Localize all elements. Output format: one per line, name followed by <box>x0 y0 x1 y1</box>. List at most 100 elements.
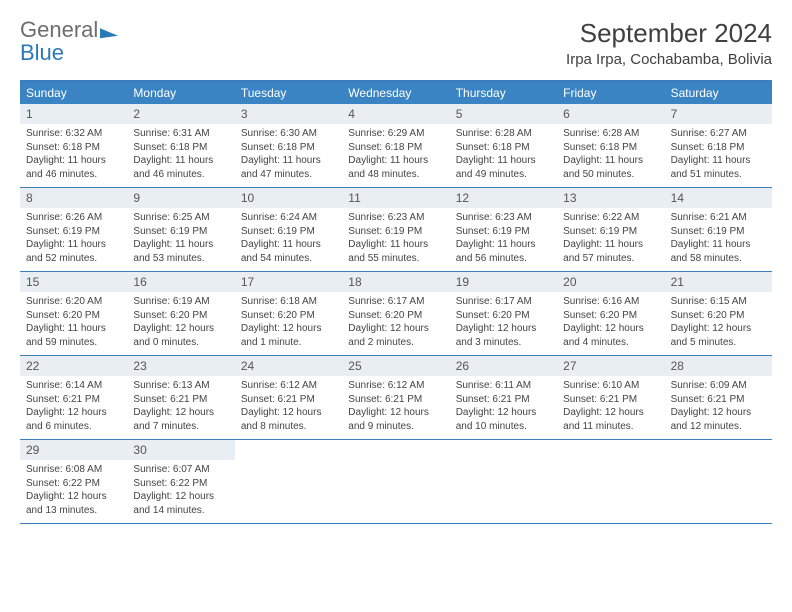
calendar-day-cell: 17Sunrise: 6:18 AMSunset: 6:20 PMDayligh… <box>235 272 342 355</box>
logo-mark-icon <box>100 26 118 39</box>
day-details: Sunrise: 6:28 AMSunset: 6:18 PMDaylight:… <box>557 124 664 187</box>
day-number: 26 <box>450 356 557 376</box>
day-number: 8 <box>20 188 127 208</box>
calendar-week-row: 15Sunrise: 6:20 AMSunset: 6:20 PMDayligh… <box>20 272 772 356</box>
day-number: 20 <box>557 272 664 292</box>
day-details: Sunrise: 6:22 AMSunset: 6:19 PMDaylight:… <box>557 208 664 271</box>
page-title: September 2024 <box>566 18 772 49</box>
calendar-day-cell: 5Sunrise: 6:28 AMSunset: 6:18 PMDaylight… <box>450 104 557 187</box>
weekday-header: Monday <box>127 82 234 104</box>
calendar-day-cell: 16Sunrise: 6:19 AMSunset: 6:20 PMDayligh… <box>127 272 234 355</box>
day-number: 18 <box>342 272 449 292</box>
logo: General Blue <box>20 18 118 64</box>
day-number: 7 <box>665 104 772 124</box>
day-details: Sunrise: 6:15 AMSunset: 6:20 PMDaylight:… <box>665 292 772 355</box>
day-number: . <box>235 440 342 460</box>
calendar-day-cell: 3Sunrise: 6:30 AMSunset: 6:18 PMDaylight… <box>235 104 342 187</box>
day-number: 1 <box>20 104 127 124</box>
day-number: 25 <box>342 356 449 376</box>
day-number: 29 <box>20 440 127 460</box>
day-number: 14 <box>665 188 772 208</box>
day-number: . <box>342 440 449 460</box>
day-details: Sunrise: 6:32 AMSunset: 6:18 PMDaylight:… <box>20 124 127 187</box>
calendar-day-cell: 20Sunrise: 6:16 AMSunset: 6:20 PMDayligh… <box>557 272 664 355</box>
calendar-week-row: 1Sunrise: 6:32 AMSunset: 6:18 PMDaylight… <box>20 104 772 188</box>
day-number: 22 <box>20 356 127 376</box>
day-number: 23 <box>127 356 234 376</box>
title-block: September 2024 Irpa Irpa, Cochabamba, Bo… <box>566 18 772 68</box>
calendar-day-cell: 19Sunrise: 6:17 AMSunset: 6:20 PMDayligh… <box>450 272 557 355</box>
weekday-header-row: SundayMondayTuesdayWednesdayThursdayFrid… <box>20 82 772 104</box>
calendar-day-cell: 11Sunrise: 6:23 AMSunset: 6:19 PMDayligh… <box>342 188 449 271</box>
day-details: Sunrise: 6:31 AMSunset: 6:18 PMDaylight:… <box>127 124 234 187</box>
calendar-day-cell: 4Sunrise: 6:29 AMSunset: 6:18 PMDaylight… <box>342 104 449 187</box>
calendar-day-cell: 9Sunrise: 6:25 AMSunset: 6:19 PMDaylight… <box>127 188 234 271</box>
day-details: Sunrise: 6:13 AMSunset: 6:21 PMDaylight:… <box>127 376 234 439</box>
calendar-day-cell: 10Sunrise: 6:24 AMSunset: 6:19 PMDayligh… <box>235 188 342 271</box>
day-number: 6 <box>557 104 664 124</box>
calendar-day-cell: 23Sunrise: 6:13 AMSunset: 6:21 PMDayligh… <box>127 356 234 439</box>
calendar-day-cell: .. <box>450 440 557 523</box>
day-details: Sunrise: 6:07 AMSunset: 6:22 PMDaylight:… <box>127 460 234 523</box>
calendar-day-cell: 27Sunrise: 6:10 AMSunset: 6:21 PMDayligh… <box>557 356 664 439</box>
day-details: Sunrise: 6:08 AMSunset: 6:22 PMDaylight:… <box>20 460 127 523</box>
day-number: 28 <box>665 356 772 376</box>
logo-word-blue: Blue <box>20 40 64 65</box>
weekday-header: Thursday <box>450 82 557 104</box>
day-number: 4 <box>342 104 449 124</box>
weekday-header: Tuesday <box>235 82 342 104</box>
day-number: 9 <box>127 188 234 208</box>
day-number: 24 <box>235 356 342 376</box>
day-details: Sunrise: 6:30 AMSunset: 6:18 PMDaylight:… <box>235 124 342 187</box>
day-details: Sunrise: 6:21 AMSunset: 6:19 PMDaylight:… <box>665 208 772 271</box>
day-number: 17 <box>235 272 342 292</box>
calendar-day-cell: .. <box>235 440 342 523</box>
calendar-day-cell: 1Sunrise: 6:32 AMSunset: 6:18 PMDaylight… <box>20 104 127 187</box>
day-details: Sunrise: 6:23 AMSunset: 6:19 PMDaylight:… <box>342 208 449 271</box>
calendar-day-cell: 14Sunrise: 6:21 AMSunset: 6:19 PMDayligh… <box>665 188 772 271</box>
day-details: Sunrise: 6:23 AMSunset: 6:19 PMDaylight:… <box>450 208 557 271</box>
day-number: 5 <box>450 104 557 124</box>
day-number: 27 <box>557 356 664 376</box>
day-details: Sunrise: 6:25 AMSunset: 6:19 PMDaylight:… <box>127 208 234 271</box>
calendar-day-cell: 29Sunrise: 6:08 AMSunset: 6:22 PMDayligh… <box>20 440 127 523</box>
weekday-header: Saturday <box>665 82 772 104</box>
calendar-day-cell: .. <box>557 440 664 523</box>
day-number: 2 <box>127 104 234 124</box>
day-details: Sunrise: 6:10 AMSunset: 6:21 PMDaylight:… <box>557 376 664 439</box>
logo-text: General Blue <box>20 18 118 64</box>
day-number: 12 <box>450 188 557 208</box>
calendar-day-cell: 8Sunrise: 6:26 AMSunset: 6:19 PMDaylight… <box>20 188 127 271</box>
calendar-week-row: 29Sunrise: 6:08 AMSunset: 6:22 PMDayligh… <box>20 440 772 524</box>
day-number: . <box>557 440 664 460</box>
day-details: Sunrise: 6:14 AMSunset: 6:21 PMDaylight:… <box>20 376 127 439</box>
calendar-day-cell: 25Sunrise: 6:12 AMSunset: 6:21 PMDayligh… <box>342 356 449 439</box>
day-details: Sunrise: 6:28 AMSunset: 6:18 PMDaylight:… <box>450 124 557 187</box>
day-details: Sunrise: 6:20 AMSunset: 6:20 PMDaylight:… <box>20 292 127 355</box>
day-number: 10 <box>235 188 342 208</box>
header: General Blue September 2024 Irpa Irpa, C… <box>20 18 772 68</box>
day-number: . <box>450 440 557 460</box>
calendar-day-cell: 21Sunrise: 6:15 AMSunset: 6:20 PMDayligh… <box>665 272 772 355</box>
calendar-day-cell: 13Sunrise: 6:22 AMSunset: 6:19 PMDayligh… <box>557 188 664 271</box>
day-details: Sunrise: 6:11 AMSunset: 6:21 PMDaylight:… <box>450 376 557 439</box>
day-number: 16 <box>127 272 234 292</box>
day-details: Sunrise: 6:19 AMSunset: 6:20 PMDaylight:… <box>127 292 234 355</box>
calendar-day-cell: .. <box>665 440 772 523</box>
calendar-day-cell: 24Sunrise: 6:12 AMSunset: 6:21 PMDayligh… <box>235 356 342 439</box>
day-details: Sunrise: 6:09 AMSunset: 6:21 PMDaylight:… <box>665 376 772 439</box>
calendar-day-cell: 2Sunrise: 6:31 AMSunset: 6:18 PMDaylight… <box>127 104 234 187</box>
calendar-body: 1Sunrise: 6:32 AMSunset: 6:18 PMDaylight… <box>20 104 772 524</box>
day-details: Sunrise: 6:17 AMSunset: 6:20 PMDaylight:… <box>450 292 557 355</box>
day-details: Sunrise: 6:12 AMSunset: 6:21 PMDaylight:… <box>235 376 342 439</box>
weekday-header: Sunday <box>20 82 127 104</box>
calendar-week-row: 8Sunrise: 6:26 AMSunset: 6:19 PMDaylight… <box>20 188 772 272</box>
calendar-day-cell: 22Sunrise: 6:14 AMSunset: 6:21 PMDayligh… <box>20 356 127 439</box>
day-details: Sunrise: 6:12 AMSunset: 6:21 PMDaylight:… <box>342 376 449 439</box>
calendar-day-cell: 30Sunrise: 6:07 AMSunset: 6:22 PMDayligh… <box>127 440 234 523</box>
day-details: Sunrise: 6:24 AMSunset: 6:19 PMDaylight:… <box>235 208 342 271</box>
day-number: 19 <box>450 272 557 292</box>
day-details: Sunrise: 6:17 AMSunset: 6:20 PMDaylight:… <box>342 292 449 355</box>
calendar-day-cell: 7Sunrise: 6:27 AMSunset: 6:18 PMDaylight… <box>665 104 772 187</box>
calendar-day-cell: 6Sunrise: 6:28 AMSunset: 6:18 PMDaylight… <box>557 104 664 187</box>
